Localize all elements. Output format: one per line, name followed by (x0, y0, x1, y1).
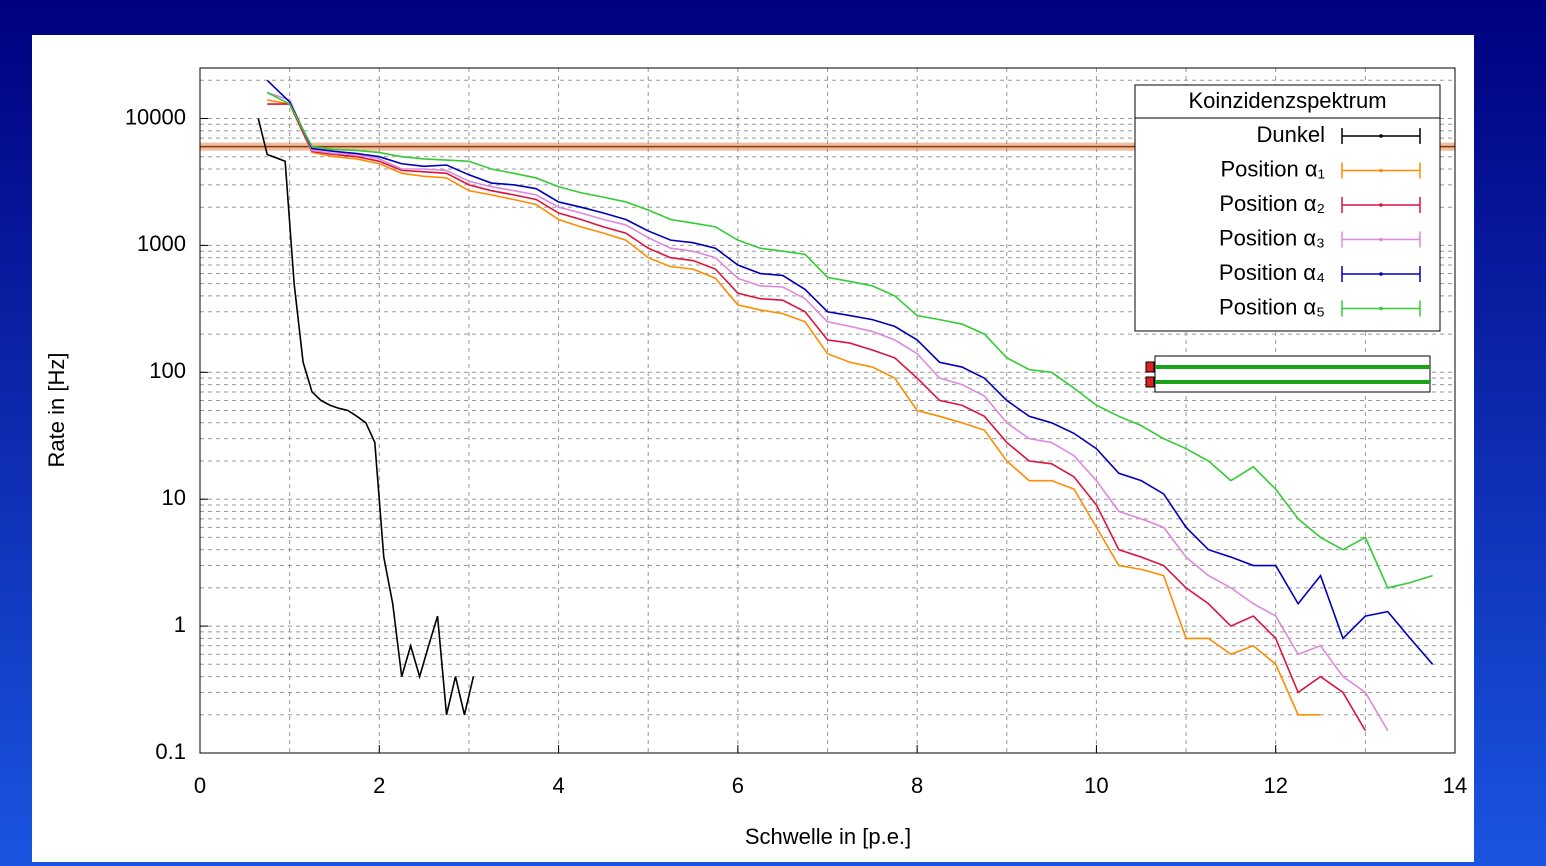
legend-label: Position α₁ (1220, 156, 1325, 181)
detector-icon (1145, 355, 1431, 393)
legend-label: Dunkel (1257, 122, 1325, 147)
y-tick-label: 1000 (137, 231, 186, 256)
legend-dot (1379, 134, 1383, 138)
x-tick-label: 14 (1443, 773, 1467, 798)
legend-label: Position α₃ (1219, 225, 1325, 250)
legend-dot (1379, 237, 1383, 242)
legend-label: Position α₂ (1219, 191, 1325, 216)
sensor (1145, 361, 1155, 373)
x-tick-label: 10 (1084, 773, 1108, 798)
data-line (266, 79, 1434, 665)
x-tick-label: 6 (732, 773, 744, 798)
legend-label: Position α₄ (1219, 260, 1325, 285)
legend-dot (1379, 203, 1383, 207)
legend-box (1134, 84, 1441, 332)
y-tick-label: 10000 (125, 104, 186, 129)
x-tick-label: 12 (1263, 773, 1287, 798)
y-tick-label: 1 (174, 612, 186, 637)
y-axis-label: Rate in [Hz] (44, 353, 69, 468)
y-tick-label: 10 (162, 485, 186, 510)
legend-label: Position α₅ (1219, 294, 1325, 319)
data-line (266, 91, 1389, 732)
y-tick-label: 0.1 (155, 739, 186, 764)
x-axis-label: Schwelle in [p.e.] (745, 824, 911, 849)
legend-dot (1379, 306, 1383, 311)
legend-dot (1379, 272, 1383, 276)
x-tick-label: 8 (911, 773, 923, 798)
legend-dot (1379, 168, 1383, 173)
x-tick-label: 4 (552, 773, 564, 798)
plot-frame (199, 67, 1456, 754)
data-line (266, 91, 1433, 589)
data-line (267, 99, 1321, 716)
y-tick-label: 100 (149, 358, 186, 383)
detector-body (1154, 355, 1431, 393)
data-line (267, 103, 1367, 732)
x-tick-label: 2 (373, 773, 385, 798)
sensor (1145, 376, 1155, 388)
x-tick-label: 0 (194, 773, 206, 798)
legend-title: Koinzidenzspektrum (1188, 88, 1386, 113)
